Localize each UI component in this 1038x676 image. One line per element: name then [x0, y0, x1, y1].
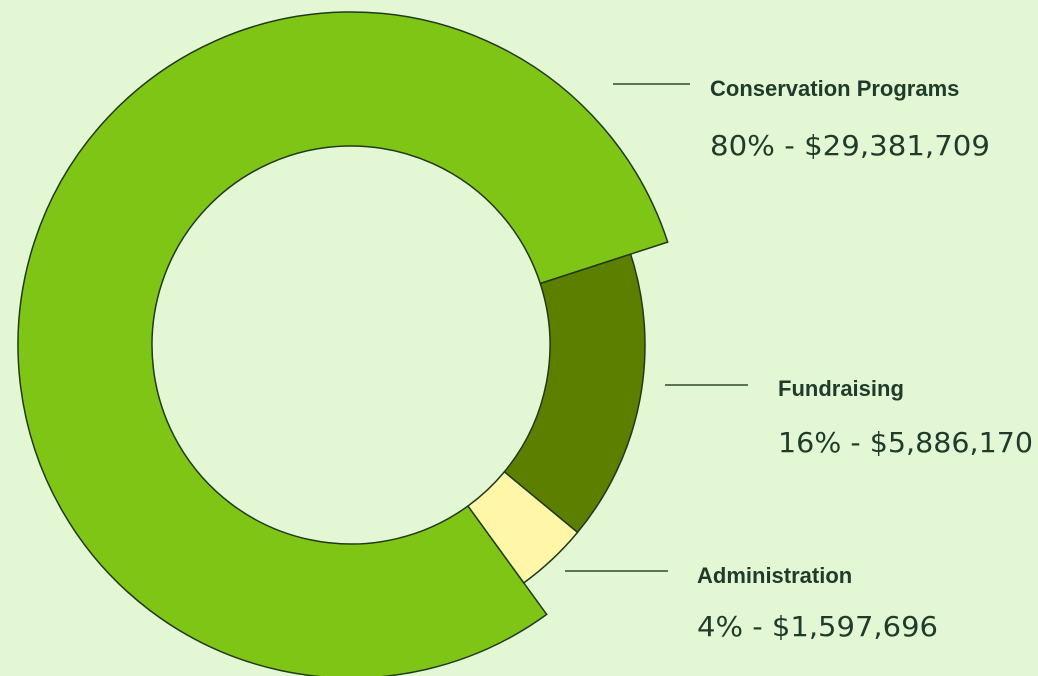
- category-label: Administration: [697, 563, 852, 588]
- value-label: 16% - $5,886,170: [778, 426, 1033, 459]
- donut-slice: [466, 470, 579, 584]
- value-label: 4% - $1,597,696: [697, 610, 938, 643]
- category-label: Conservation Programs: [710, 76, 959, 101]
- category-label: Fundraising: [778, 376, 904, 401]
- donut-slice: [17, 11, 669, 676]
- value-label: 80% - $29,381,709: [710, 129, 990, 162]
